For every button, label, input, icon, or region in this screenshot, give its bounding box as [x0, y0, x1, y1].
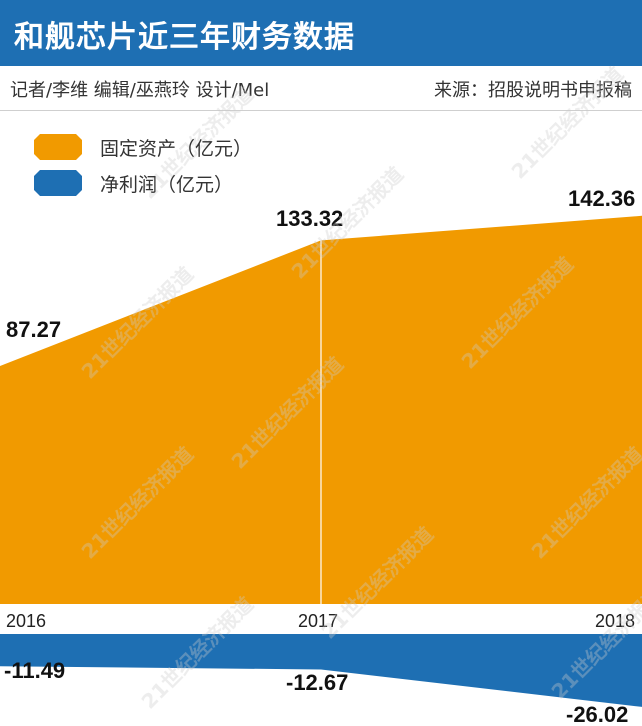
- page-title: 和舰芯片近三年财务数据: [14, 20, 355, 55]
- net-profit-value-label: -11.49: [4, 658, 65, 683]
- x-tick-label: 2017: [298, 611, 338, 631]
- credits-bar: 记者/李维 编辑/巫燕玲 设计/Mel 来源：招股说明书申报稿: [0, 66, 642, 111]
- legend-label-fixed-assets: 固定资产（亿元）: [100, 138, 253, 160]
- fixed-assets-value-label: 87.27: [6, 317, 61, 342]
- fixed-assets-value-label: 142.36: [568, 186, 635, 211]
- legend-label-net-profit: 净利润（亿元）: [100, 174, 234, 196]
- net-profit-area: [0, 634, 642, 707]
- legend-swatch-fixed-assets: [34, 134, 82, 160]
- fixed-assets-value-label: 133.32: [276, 206, 343, 231]
- watermark: 21世纪经济报道: [507, 62, 629, 184]
- title-bar: 和舰芯片近三年财务数据: [0, 0, 642, 66]
- x-tick-label: 2016: [6, 611, 46, 631]
- net-profit-value-label: -26.02: [566, 702, 628, 726]
- credits-source: 来源：招股说明书申报稿: [434, 80, 632, 101]
- net-profit-value-label: -12.67: [286, 670, 348, 695]
- credits-authors: 记者/李维 编辑/巫燕玲 设计/Mel: [10, 80, 270, 101]
- x-tick-label: 2018: [595, 611, 635, 631]
- legend-swatch-net-profit: [34, 170, 82, 196]
